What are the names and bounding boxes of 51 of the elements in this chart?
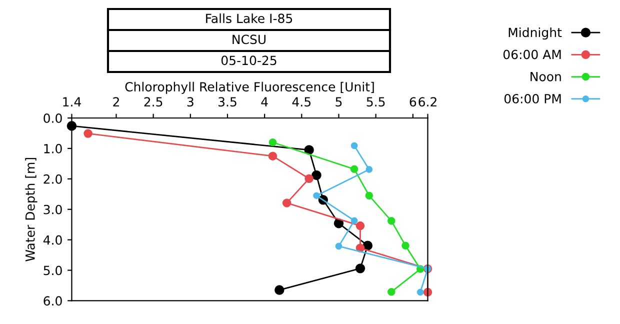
y-tick-label: 4.0	[43, 235, 62, 245]
y-tick-label: 2.0	[44, 174, 62, 184]
y-tick-label: 3.0	[44, 204, 62, 214]
point	[388, 217, 396, 225]
point	[356, 244, 365, 252]
point	[304, 174, 314, 183]
x-tick-label: 3	[187, 97, 194, 107]
point	[366, 166, 373, 173]
x-tick-label: 1.4	[63, 97, 81, 106]
chart-title: Falls Lake I-85	[206, 13, 292, 24]
point	[350, 165, 358, 174]
point	[350, 217, 358, 224]
x-tick-label: 6	[410, 97, 416, 107]
point	[312, 170, 322, 180]
point	[355, 264, 366, 274]
point	[356, 221, 365, 230]
text: 05-10-25	[221, 56, 276, 66]
y-tick-label: 5.0	[44, 266, 62, 276]
point	[402, 242, 410, 250]
legend-label: Midnight	[508, 27, 562, 40]
chart-subtitle: NCSU	[232, 34, 266, 44]
y-tick-label: 1.0	[44, 144, 62, 154]
x-axis-title: Chlorophyll Relative Fluorescence [Unit]	[125, 82, 374, 94]
x-tick-label: 4.5	[292, 97, 310, 107]
x-tick-label: 4	[261, 97, 268, 106]
point	[282, 198, 292, 208]
point	[304, 145, 314, 155]
point	[388, 288, 396, 296]
y-axis-title: Water Depth [m]	[25, 158, 38, 262]
x-tick-label: 2	[113, 97, 119, 106]
legend-label: 06:00 PM	[504, 94, 561, 104]
point	[365, 192, 374, 200]
point	[268, 138, 277, 146]
legend-label: Noon	[530, 72, 561, 82]
x-tick-label: 2.5	[144, 97, 162, 107]
point	[334, 218, 344, 228]
legend-label: 06:00 AM	[503, 50, 561, 60]
y-tick-label: 0.0	[44, 113, 62, 123]
point	[313, 192, 320, 200]
point	[84, 129, 92, 138]
x-tick-label: 3.5	[218, 97, 236, 107]
point	[274, 285, 284, 295]
point	[350, 142, 358, 150]
point	[335, 242, 342, 250]
point	[268, 152, 278, 160]
y-tick-label: 6.0	[44, 296, 62, 306]
x-tick-label: 5.5	[366, 97, 385, 107]
point	[362, 240, 373, 250]
x-tick-label: 5	[336, 97, 342, 107]
x-tick-label: 6.2	[418, 97, 436, 107]
point	[416, 288, 424, 296]
